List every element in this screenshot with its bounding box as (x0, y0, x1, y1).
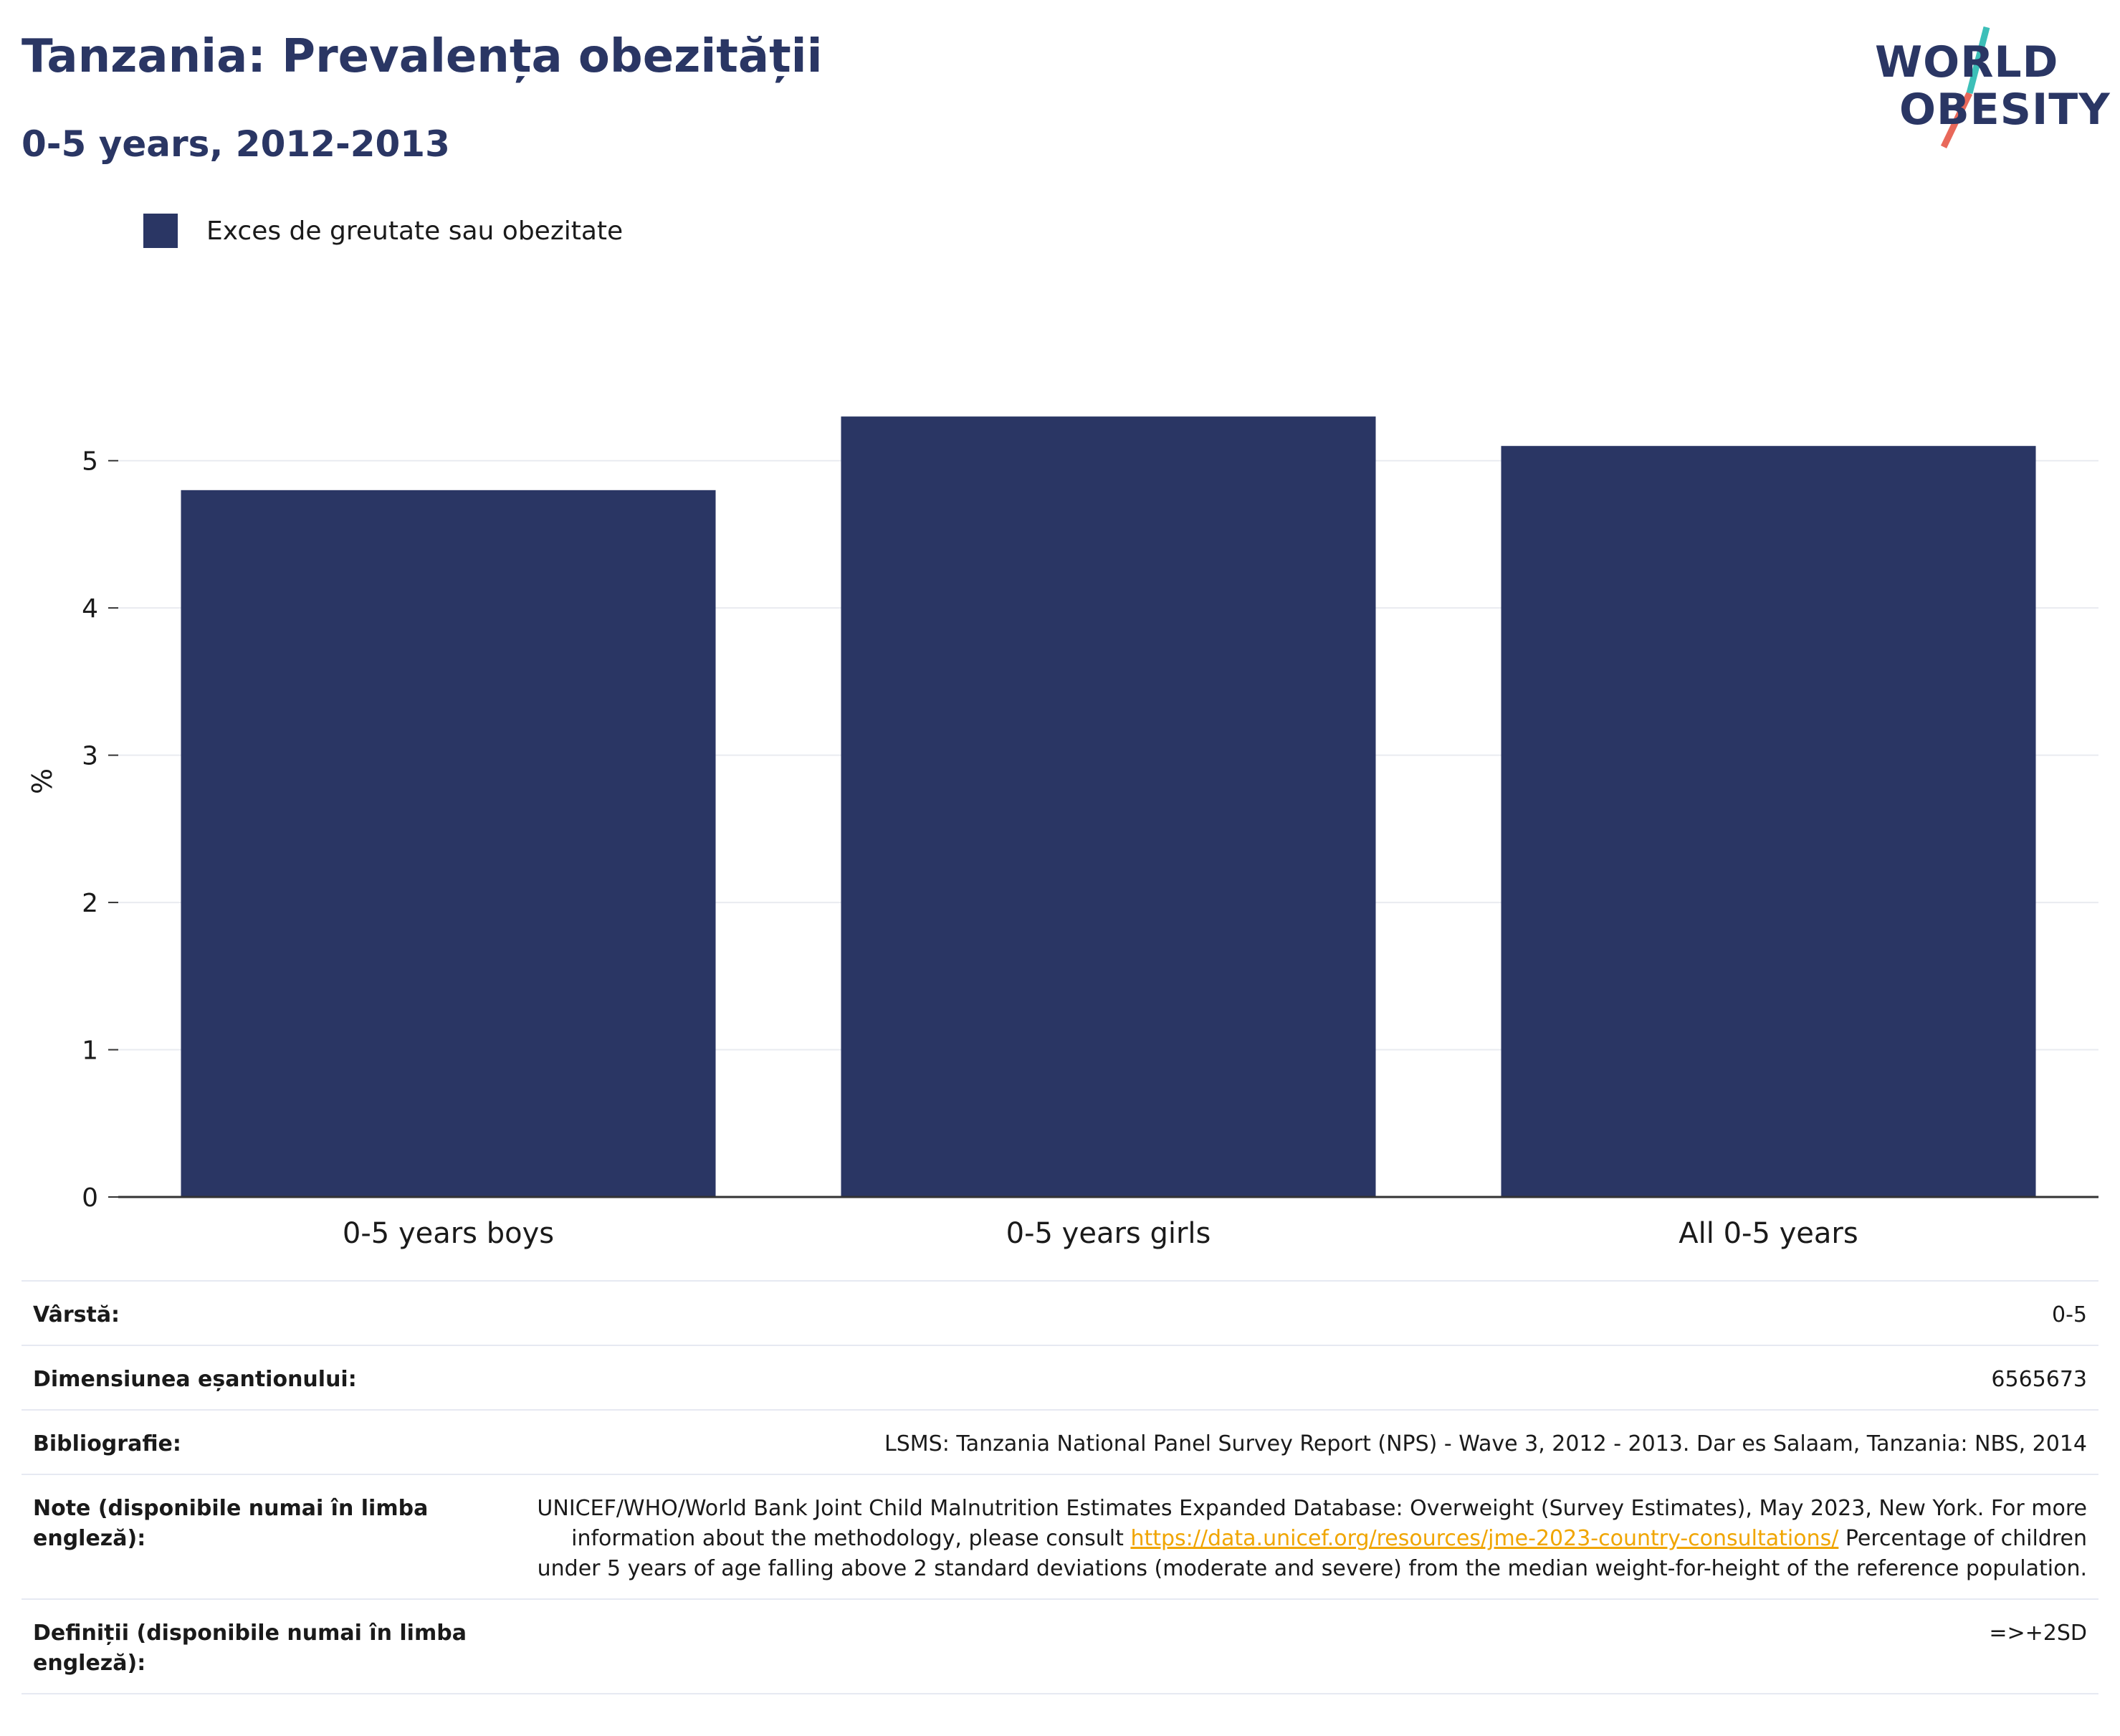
notes-text: UNICEF/WHO/World Bank Joint Child Malnut… (492, 1494, 2087, 1584)
info-row-label: Bibliografie: (33, 1431, 181, 1456)
bibliography-row: Bibliografie: LSMS: Tanzania National Pan… (22, 1409, 2098, 1474)
x-tick-label: 0-5 years boys (343, 1217, 554, 1250)
y-axis-title: % (27, 768, 58, 794)
y-tick-label: 3 (82, 742, 98, 771)
y-tick-label: 4 (82, 594, 98, 624)
age-row: Vârstă: 0-5 (22, 1280, 2098, 1345)
chart-subtitle: 0-5 years, 2012-2013 (22, 123, 450, 165)
info-row-value: =>+2SD (1989, 1621, 2087, 1646)
info-row-label: Vârstă: (33, 1302, 120, 1327)
info-row-value: LSMS: Tanzania National Panel Survey Rep… (884, 1431, 2087, 1456)
info-row-label: Dimensiunea eșantionului: (33, 1367, 357, 1392)
info-row-value: 0-5 (2052, 1302, 2087, 1327)
definitions-row: Definiții (disponibile numai în limba en… (22, 1598, 2098, 1694)
sample-size-row: Dimensiunea eșantionului: 6565673 (22, 1345, 2098, 1409)
logo-word-obesity: OBESITY (1899, 85, 2111, 135)
bar-2[interactable] (841, 416, 1376, 1198)
info-row-label: Note (disponibile numai în limba engleză… (33, 1496, 429, 1551)
world-obesity-logo[interactable]: WORLD OBESITY (1863, 22, 2110, 151)
chart-legend[interactable]: Exces de greutate sau obezitate (143, 214, 623, 248)
notes-text-after: Percentage of children under 5 years of … (537, 1526, 2087, 1581)
chart-title: Tanzania: Prevalența obezității (22, 30, 823, 83)
bar-1[interactable] (181, 490, 716, 1197)
x-tick-label: All 0-5 years (1679, 1217, 1858, 1250)
info-row-value: 6565673 (1991, 1367, 2087, 1392)
info-row-label: Definiții (disponibile numai în limba en… (33, 1621, 467, 1676)
info-table: Vârstă: 0-5 Dimensiunea eșantionului: 65656… (22, 1280, 2098, 1694)
logo-word-world: WORLD (1875, 37, 2059, 87)
notes-text-before: UNICEF/WHO/World Bank Joint Child Malnut… (537, 1496, 2087, 1551)
y-tick-label: 2 (82, 889, 98, 918)
x-tick-label: 0-5 years girls (1006, 1217, 1211, 1250)
y-tick-label: 5 (82, 447, 98, 477)
methodology-link[interactable]: https://data.unicef.org/resources/jme-20… (1130, 1526, 1839, 1551)
bar-3[interactable] (1501, 446, 2036, 1197)
legend-label: Exces de greutate sau obezitate (206, 216, 624, 246)
y-tick-label: 1 (82, 1036, 98, 1066)
bar-chart: 0 1 2 3 4 5 0-5 years boys 0-5 years girls All 0… (27, 416, 2098, 1250)
logo-slash-mark (1940, 26, 1990, 148)
legend-swatch (143, 214, 178, 248)
y-tick-label: 0 (82, 1183, 98, 1213)
notes-row: Note (disponibile numai în limba engleză… (22, 1474, 2098, 1598)
